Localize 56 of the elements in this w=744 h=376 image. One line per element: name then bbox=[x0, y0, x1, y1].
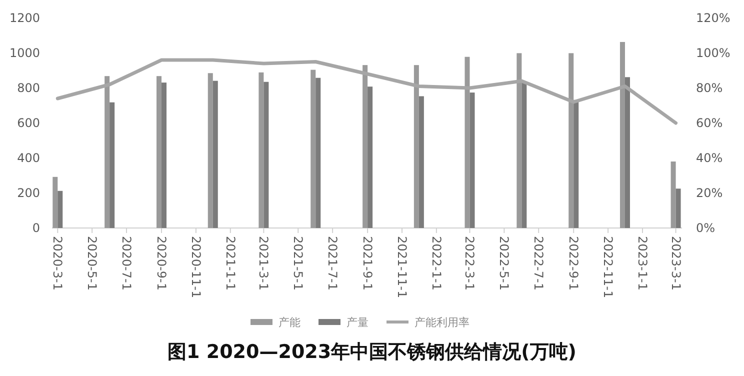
y2-tick-label: 100% bbox=[696, 46, 730, 60]
bar bbox=[316, 78, 321, 228]
y2-tick-label: 0% bbox=[696, 221, 716, 235]
bar bbox=[368, 86, 373, 228]
legend-label: 产能 bbox=[278, 316, 300, 329]
y-tick-label: 200 bbox=[17, 186, 40, 200]
x-tick-label: 2020-3-1 bbox=[50, 236, 65, 290]
x-tick-label: 2020-11-1 bbox=[188, 236, 203, 298]
y2-tick-label: 80% bbox=[696, 81, 723, 95]
y-tick-label: 600 bbox=[17, 116, 40, 130]
bar bbox=[212, 80, 218, 228]
bar bbox=[624, 77, 630, 228]
x-tick-label: 2020-7-1 bbox=[120, 236, 134, 290]
y-tick-label: 800 bbox=[17, 81, 40, 95]
bar bbox=[470, 92, 475, 228]
bar bbox=[670, 162, 676, 228]
legend-label: 产能利用率 bbox=[414, 316, 470, 329]
x-tick-label: 2021-11-1 bbox=[395, 236, 409, 298]
y-tick-label: 1200 bbox=[9, 11, 40, 25]
x-tick-label: 2020-9-1 bbox=[154, 236, 169, 290]
bar bbox=[264, 82, 269, 228]
bar bbox=[258, 72, 264, 228]
bar bbox=[162, 82, 167, 228]
x-tick-label: 2022-3-1 bbox=[462, 236, 477, 290]
bar bbox=[208, 73, 213, 228]
x-tick-label: 2021-1-1 bbox=[223, 236, 238, 290]
bar bbox=[522, 82, 527, 228]
bar bbox=[58, 190, 63, 228]
x-tick-label: 2022-7-1 bbox=[532, 236, 546, 290]
x-tick-label: 2021-5-1 bbox=[291, 236, 306, 290]
x-tick-label: 2023-3-1 bbox=[668, 236, 683, 290]
y2-tick-label: 20% bbox=[696, 186, 723, 200]
bar bbox=[310, 70, 316, 228]
x-tick-label: 2021-9-1 bbox=[360, 236, 375, 290]
bar bbox=[574, 100, 579, 228]
y2-tick-label: 40% bbox=[696, 151, 723, 165]
x-tick-label: 2022-1-1 bbox=[429, 236, 444, 290]
y2-tick-label: 60% bbox=[696, 116, 723, 130]
y-tick-label: 400 bbox=[17, 151, 40, 165]
x-tick-label: 2021-7-1 bbox=[326, 236, 340, 290]
y-tick-label: 1000 bbox=[9, 46, 40, 60]
x-tick-label: 2022-11-1 bbox=[601, 236, 616, 298]
bar bbox=[52, 176, 58, 228]
x-tick-label: 2021-3-1 bbox=[256, 236, 271, 290]
legend-label: 产量 bbox=[346, 316, 368, 329]
x-tick-label: 2020-5-1 bbox=[85, 236, 100, 290]
y2-tick-label: 120% bbox=[696, 11, 730, 25]
x-tick-label: 2022-9-1 bbox=[566, 236, 581, 290]
y-tick-label: 0 bbox=[32, 221, 40, 235]
bar bbox=[676, 188, 681, 228]
bar bbox=[110, 102, 115, 228]
x-tick-label: 2023-1-1 bbox=[635, 236, 650, 290]
x-tick-label: 2022-5-1 bbox=[497, 236, 512, 290]
bar bbox=[418, 96, 424, 228]
bar bbox=[156, 76, 162, 228]
text: 图1 2020—2023年中国不锈钢供给情况(万吨) bbox=[168, 341, 576, 363]
